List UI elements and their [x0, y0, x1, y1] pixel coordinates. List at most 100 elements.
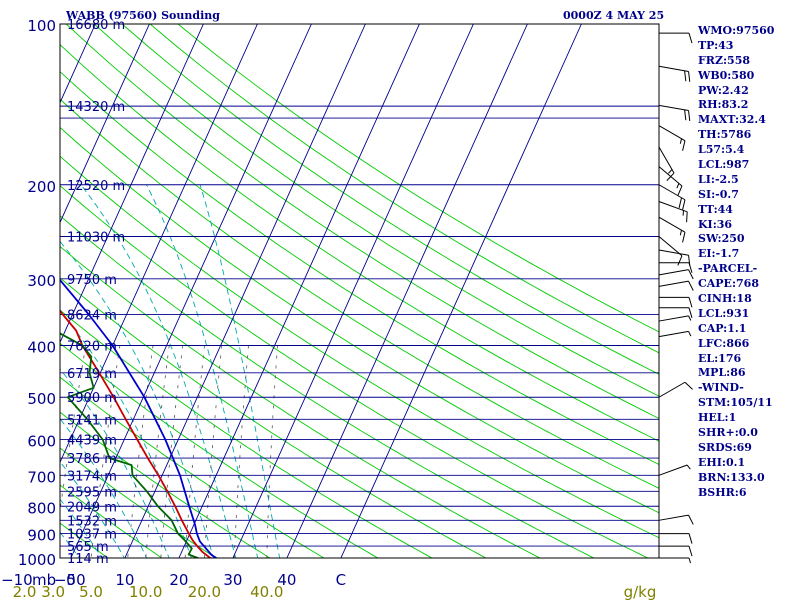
- mixing-ratio-label: 5.0: [79, 583, 103, 600]
- mixing-ratio-line: [184, 345, 205, 558]
- mixing-ratio-label: 40.0: [250, 583, 283, 600]
- index-item: BRN:133.0: [698, 470, 765, 484]
- wind-barb: [658, 464, 691, 476]
- wind-barb: [658, 201, 688, 223]
- chart-series: [60, 278, 218, 558]
- height-label: 5141 m: [67, 413, 117, 428]
- index-item: KI:36: [698, 217, 733, 231]
- index-item: SHR+:0.0: [698, 426, 758, 440]
- index-item: FRZ:558: [698, 53, 751, 67]
- index-item: LI:-2.5: [698, 172, 739, 186]
- isotherm-line: [60, 24, 258, 464]
- height-label: 3786 m: [67, 452, 117, 467]
- height-label: 5900 m: [67, 391, 117, 406]
- height-label: 114 m: [67, 552, 109, 567]
- isotherm-line: [60, 24, 150, 224]
- wind-barb: [658, 269, 694, 280]
- dry-adiabat-line: [60, 44, 659, 442]
- chart-frame: [59, 23, 660, 559]
- moist-adiabat-line: [80, 184, 237, 558]
- isotherm-line: [340, 24, 582, 558]
- wind-barbs: [658, 32, 694, 564]
- pressure-tick-label: 700: [27, 468, 56, 486]
- index-item: HEL:1: [698, 411, 737, 425]
- index-item: SRDS:69: [698, 440, 752, 454]
- pressure-tick-label: 800: [27, 499, 56, 517]
- wind-barb: [659, 307, 693, 318]
- moist-adiabat-line: [60, 240, 215, 558]
- wind-barb: [658, 184, 686, 211]
- dry-adiabat-line: [60, 245, 541, 558]
- dry-adiabat-line: [60, 447, 217, 558]
- pressure-tick-label: 300: [27, 272, 56, 290]
- height-label: 4439 m: [67, 434, 117, 449]
- wind-barb: [658, 125, 686, 151]
- wind-barb: [658, 280, 694, 291]
- moist-adiabat-line: [60, 531, 80, 558]
- wind-barb: [658, 330, 692, 338]
- height-label: 1532 m: [67, 514, 117, 529]
- plot-frame: [59, 23, 660, 559]
- mixing-ratio-label: 2.0: [13, 583, 37, 600]
- indices-panel: WMO:97560 TP:43 FRZ:558 WB0:580 PW:2.42 RH:83…: [698, 24, 774, 501]
- pressure-tick-label: 900: [27, 527, 56, 545]
- dry-adiabat-line: [0, 24, 15, 569]
- height-label: 565 m: [67, 540, 109, 555]
- height-label: 11030 m: [67, 230, 125, 245]
- chart-grid: [0, 24, 659, 569]
- height-label: 7620 m: [67, 340, 117, 355]
- index-item: PW:2.42: [698, 83, 749, 97]
- wind-barb: [659, 296, 693, 308]
- index-item: LFC:866: [698, 336, 750, 350]
- mixing-ratio-units: g/kg: [624, 583, 657, 600]
- moist-adiabat-line: [60, 368, 170, 558]
- wind-barb: [658, 216, 686, 243]
- wind-barb: [658, 514, 694, 525]
- wind-barb: [659, 533, 693, 544]
- pressure-axis-label: mb: [32, 571, 56, 589]
- height-label: 16680 m: [67, 18, 125, 33]
- index-item: TT:44: [698, 202, 733, 216]
- wind-barb: [658, 104, 691, 121]
- index-item: EHI:0.1: [698, 455, 746, 469]
- moist-adiabat-line: [60, 498, 103, 558]
- temperature-tick-label: 30: [223, 571, 242, 589]
- temperature-tick-label: −50: [54, 571, 86, 589]
- height-label: 3174 m: [67, 469, 117, 484]
- index-item: MAXT:32.4: [698, 113, 766, 127]
- index-item: CAPE:768: [698, 277, 759, 291]
- height-label: 14320 m: [67, 100, 125, 115]
- parcel-profile: [60, 278, 218, 558]
- temperature-tick-label: C: [336, 571, 346, 589]
- dry-adiabat-line: [60, 309, 433, 558]
- pressure-tick-label: 500: [27, 390, 56, 408]
- height-label: 1037 m: [67, 528, 117, 543]
- temperature-tick-label: −10: [1, 571, 33, 589]
- temperature-tick-label: 10: [115, 571, 134, 589]
- wind-barb: [658, 146, 675, 181]
- index-item: MPL:86: [698, 366, 746, 380]
- dry-adiabat-line: [121, 24, 659, 375]
- mixing-ratio-line: [90, 345, 121, 558]
- isotherm-line: [178, 24, 420, 558]
- dry-adiabat-line: [60, 215, 595, 558]
- moist-adiabat-line: [60, 309, 192, 558]
- dry-adiabat-line: [60, 126, 659, 514]
- dry-adiabat-line: [60, 411, 271, 558]
- dry-adiabat-line: [0, 24, 69, 569]
- index-item: LCL:931: [698, 306, 750, 320]
- index-item: WB0:580: [698, 68, 755, 82]
- index-item: BSHR:6: [698, 485, 747, 499]
- wind-barb: [658, 166, 683, 196]
- wind-barb: [658, 236, 683, 266]
- dry-adiabat-line: [60, 155, 659, 539]
- dry-adiabat-line: [177, 24, 659, 333]
- dry-adiabat-line: [60, 98, 659, 489]
- index-item: -WIND-: [698, 381, 744, 395]
- moist-adiabat-line: [146, 184, 259, 558]
- valid-time: 0000Z 4 MAY 25: [563, 9, 665, 22]
- isotherm-line: [60, 24, 204, 344]
- dry-adiabat-line: [60, 185, 649, 558]
- dry-adiabat-line: [60, 484, 163, 558]
- isotherm-line: [232, 24, 474, 558]
